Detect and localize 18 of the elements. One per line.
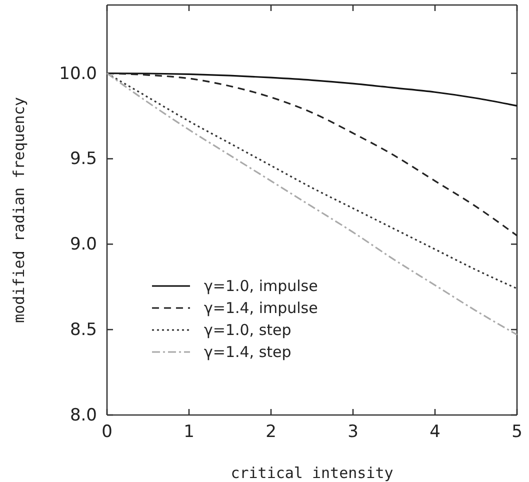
- x-axis-title: critical intensity: [230, 464, 394, 482]
- y-axis-title: modified radian frequency: [10, 97, 28, 323]
- legend-label: γ=1.0, impulse: [204, 277, 318, 295]
- legend-label: γ=1.4, step: [204, 343, 292, 361]
- y-tick-label: 10.0: [59, 64, 97, 84]
- x-tick-label: 3: [348, 422, 358, 442]
- legend-label: γ=1.4, impulse: [204, 299, 318, 317]
- y-tick-label: 8.0: [70, 405, 97, 426]
- x-tick-label: 0: [102, 422, 112, 442]
- x-tick-label: 2: [266, 422, 276, 442]
- y-tick-label: 8.5: [70, 320, 97, 340]
- x-tick-label: 1: [184, 422, 194, 442]
- x-tick-label: 5: [512, 422, 522, 442]
- line-series: [106, 72, 518, 236]
- x-tick-label: 4: [430, 422, 440, 442]
- legend-label: γ=1.0, step: [204, 321, 292, 339]
- y-tick-label: 9.5: [70, 149, 97, 170]
- y-tick-label: 9.0: [70, 234, 97, 255]
